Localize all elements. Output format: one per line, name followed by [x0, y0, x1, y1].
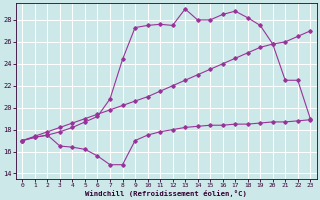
X-axis label: Windchill (Refroidissement éolien,°C): Windchill (Refroidissement éolien,°C)	[85, 190, 247, 197]
